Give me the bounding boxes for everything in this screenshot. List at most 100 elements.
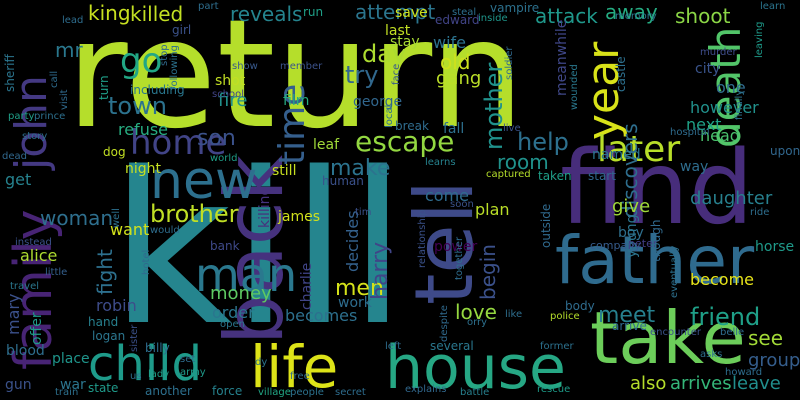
word: meet xyxy=(598,303,656,328)
word: us xyxy=(130,371,142,382)
word: find xyxy=(560,129,754,248)
word: dy xyxy=(255,357,268,368)
word: mother xyxy=(480,62,508,150)
word: escape xyxy=(355,125,455,158)
word: leaving xyxy=(754,21,765,58)
word: fall xyxy=(443,121,465,137)
word: place xyxy=(52,351,90,367)
word: village xyxy=(258,387,291,398)
word: arrives xyxy=(670,373,732,394)
word: boy xyxy=(618,225,644,241)
word: want xyxy=(110,220,150,239)
word: hotel xyxy=(141,249,152,275)
word: well xyxy=(111,208,122,228)
word: away xyxy=(605,0,658,24)
word: leave xyxy=(732,373,781,394)
word: become xyxy=(690,270,755,289)
word: harry xyxy=(368,241,393,300)
word: life xyxy=(250,333,339,400)
word: people xyxy=(290,387,324,398)
word: head xyxy=(700,126,740,145)
word: finally xyxy=(734,89,745,120)
word: brother xyxy=(150,200,239,228)
word: eventually xyxy=(669,245,680,298)
word: home xyxy=(130,123,227,163)
word: bank xyxy=(210,239,240,253)
word: child xyxy=(88,336,202,392)
word: fight xyxy=(93,249,117,295)
word: secret xyxy=(335,387,366,398)
word: sheriff xyxy=(3,54,17,92)
word: decides xyxy=(343,210,362,272)
word: local xyxy=(384,104,395,128)
word: go xyxy=(120,41,163,81)
word: war xyxy=(60,377,86,393)
word: open xyxy=(220,319,245,330)
word: day xyxy=(362,40,407,68)
word: son xyxy=(197,126,236,151)
word: town xyxy=(108,92,167,120)
word: house xyxy=(385,333,566,400)
word: instead xyxy=(15,237,52,248)
word: live xyxy=(503,123,521,134)
word: relationship xyxy=(417,209,428,268)
word: give xyxy=(612,196,651,217)
word: set xyxy=(180,354,196,365)
word: wounded xyxy=(569,64,580,110)
word: would xyxy=(150,225,180,236)
word: train xyxy=(55,387,79,398)
word: edward xyxy=(435,13,480,27)
word: becomes xyxy=(285,306,358,325)
word: friend xyxy=(690,303,761,331)
word: asks xyxy=(700,349,723,360)
word: hand xyxy=(88,315,119,329)
word: call xyxy=(49,70,60,88)
word: leaf xyxy=(313,137,340,153)
word: soon xyxy=(450,199,474,210)
word: begin xyxy=(476,244,500,300)
word: alice xyxy=(20,246,58,265)
word: human xyxy=(322,174,364,188)
word: help xyxy=(517,128,569,156)
word: father xyxy=(555,222,755,299)
word: later xyxy=(597,129,681,170)
word: vampire xyxy=(490,1,540,15)
word: see xyxy=(748,326,784,350)
word: refuse xyxy=(118,120,169,139)
word: power xyxy=(434,239,478,255)
word: film xyxy=(283,93,310,109)
word: police xyxy=(550,311,580,322)
word: inside xyxy=(478,13,508,24)
word: upon xyxy=(770,144,800,158)
word: logan xyxy=(92,329,126,343)
word: taken xyxy=(538,169,572,183)
word: including xyxy=(130,83,185,97)
word: peter xyxy=(628,237,658,250)
word: school xyxy=(212,89,245,100)
word: return xyxy=(66,0,525,162)
word: tim xyxy=(355,207,372,218)
word: lady xyxy=(148,369,170,380)
word: force xyxy=(212,384,243,398)
word: night xyxy=(125,161,162,177)
word: gang xyxy=(436,68,482,89)
word: explains xyxy=(405,384,447,395)
word: fire xyxy=(218,90,248,111)
word: former xyxy=(540,341,574,352)
word: murder xyxy=(700,47,737,58)
word: despite xyxy=(439,305,450,342)
word: though xyxy=(649,219,663,262)
word: rescue xyxy=(537,384,571,395)
word: next xyxy=(686,115,722,134)
word: order xyxy=(212,303,255,322)
word: part xyxy=(198,1,219,12)
word: attack xyxy=(535,4,598,28)
word: orry xyxy=(467,317,488,328)
word: belle xyxy=(720,327,745,338)
word: party xyxy=(8,111,35,122)
word: show xyxy=(232,61,258,72)
word: castle xyxy=(614,56,628,92)
word: company xyxy=(590,239,641,252)
word: robin xyxy=(96,296,137,315)
word: run xyxy=(303,5,324,19)
